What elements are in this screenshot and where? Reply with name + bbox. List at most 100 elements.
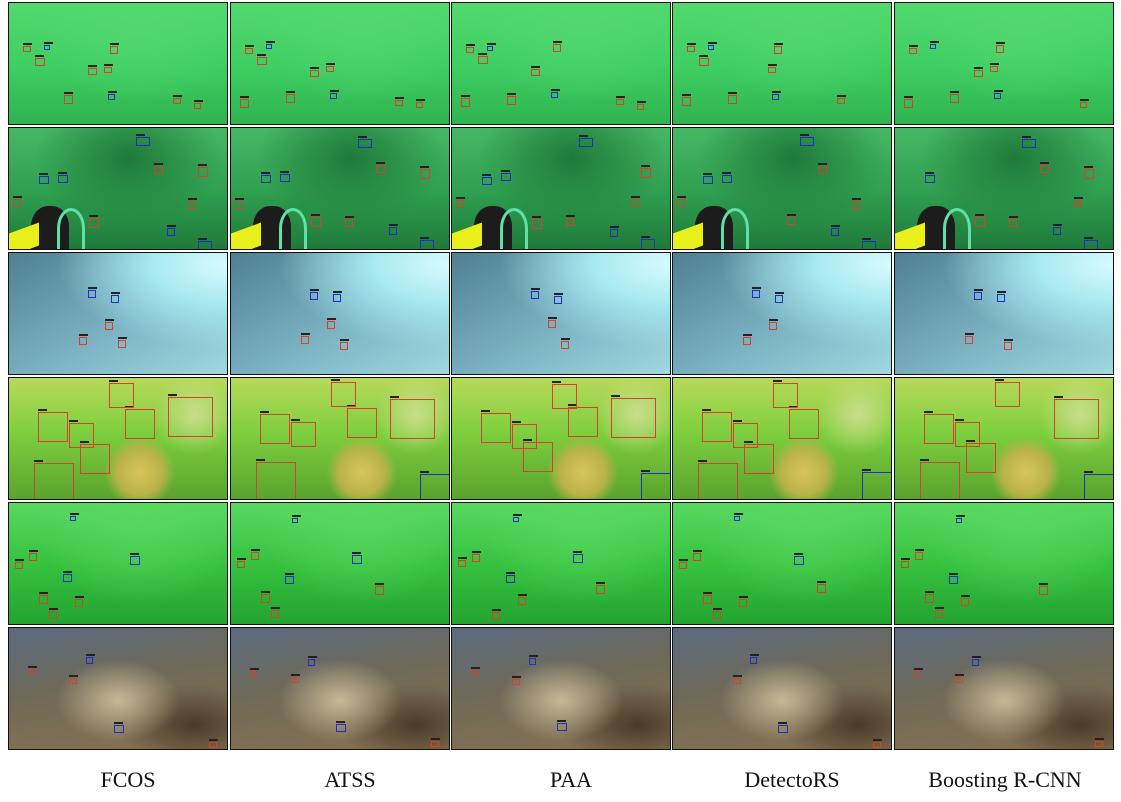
box-label-tag [837, 95, 846, 97]
box-label-tag [682, 94, 691, 96]
red-detection-box [35, 58, 45, 66]
box-label-tag [458, 557, 467, 559]
box-label-tag [109, 380, 118, 382]
red-detection-box [376, 165, 385, 173]
underwater-scene [452, 128, 670, 249]
underwater-scene [673, 128, 891, 249]
box-label-tag [548, 317, 557, 319]
image-r3-atss [230, 252, 450, 375]
box-label-tag [49, 608, 58, 610]
blue-detection-box [862, 241, 876, 250]
box-label-tag [722, 172, 731, 174]
box-label-tag [1009, 216, 1018, 218]
red-detection-box [965, 336, 973, 344]
box-label-tag [291, 674, 300, 676]
box-label-tag [961, 595, 970, 597]
red-detection-box [677, 199, 685, 207]
box-label-tag [557, 720, 566, 722]
red-detection-box [88, 68, 97, 75]
red-detection-box [15, 562, 23, 569]
box-label-tag [1074, 197, 1083, 199]
box-label-tag [925, 591, 934, 593]
image-r4-boosting-r-cnn [894, 377, 1114, 500]
box-label-tag [561, 338, 570, 340]
box-label-tag [44, 42, 53, 44]
red-detection-box [990, 66, 998, 72]
underwater-scene [452, 253, 670, 374]
box-label-tag [416, 99, 425, 101]
box-label-tag [1040, 162, 1049, 164]
red-detection-box [713, 611, 721, 619]
red-detection-box [568, 407, 598, 437]
red-detection-box [925, 594, 934, 603]
blue-detection-box [330, 93, 337, 99]
blue-detection-box [39, 176, 49, 184]
box-label-tag [240, 96, 249, 98]
box-label-tag [956, 515, 965, 517]
red-detection-box [245, 48, 253, 54]
box-label-tag [420, 166, 429, 168]
box-label-tag [286, 91, 295, 93]
red-detection-box [110, 46, 118, 54]
underwater-scene [9, 253, 227, 374]
method-label-atss: ATSS [240, 766, 460, 794]
blue-detection-box [752, 290, 760, 298]
red-detection-box [616, 99, 624, 105]
red-detection-box [286, 94, 295, 103]
blue-detection-box [862, 472, 892, 500]
red-detection-box [80, 444, 110, 474]
box-label-tag [13, 196, 22, 198]
image-r2-atss [230, 127, 450, 250]
box-label-tag [955, 674, 964, 676]
red-detection-box [682, 97, 691, 106]
red-detection-box [1009, 219, 1017, 227]
box-label-tag [975, 214, 984, 216]
box-label-tag [420, 471, 429, 473]
red-detection-box [456, 200, 464, 208]
box-label-tag [744, 441, 753, 443]
blue-detection-box [70, 516, 76, 521]
image-r3-detectors [672, 252, 892, 375]
box-label-tag [173, 95, 182, 97]
box-label-tag [553, 41, 562, 43]
red-detection-box [768, 67, 776, 73]
blue-detection-box [956, 518, 962, 523]
image-r3-fcos [8, 252, 228, 375]
box-label-tag [641, 236, 650, 238]
red-detection-box [966, 443, 996, 473]
box-label-tag [105, 319, 114, 321]
box-label-tag [336, 721, 345, 723]
red-detection-box [995, 382, 1020, 407]
box-label-tag [492, 609, 501, 611]
blue-detection-box [130, 556, 140, 565]
box-label-tag [507, 93, 516, 95]
underwater-scene [895, 128, 1113, 249]
yellow-fin [895, 223, 925, 250]
box-label-tag [743, 334, 752, 336]
box-label-tag [1084, 471, 1093, 473]
red-detection-box [518, 597, 526, 605]
box-label-tag [774, 43, 783, 45]
box-label-tag [271, 607, 280, 609]
box-label-tag [375, 583, 384, 585]
red-detection-box [523, 442, 553, 472]
blue-detection-box [579, 138, 593, 147]
box-label-tag [733, 420, 742, 422]
box-label-tag [994, 90, 1003, 92]
blue-detection-box [44, 45, 50, 50]
box-label-tag [996, 42, 1005, 44]
box-label-tag [136, 134, 145, 136]
box-label-tag [930, 41, 939, 43]
blue-detection-box [734, 516, 740, 521]
box-label-tag [461, 95, 470, 97]
red-detection-box [472, 554, 480, 562]
box-label-tag [817, 581, 826, 583]
box-label-tag [167, 225, 176, 227]
box-label-tag [194, 100, 203, 102]
blue-detection-box [266, 44, 272, 49]
box-label-tag [772, 91, 781, 93]
red-detection-box [235, 201, 243, 209]
underwater-scene [673, 503, 891, 624]
blue-detection-box [997, 294, 1005, 302]
red-detection-box [237, 561, 245, 568]
